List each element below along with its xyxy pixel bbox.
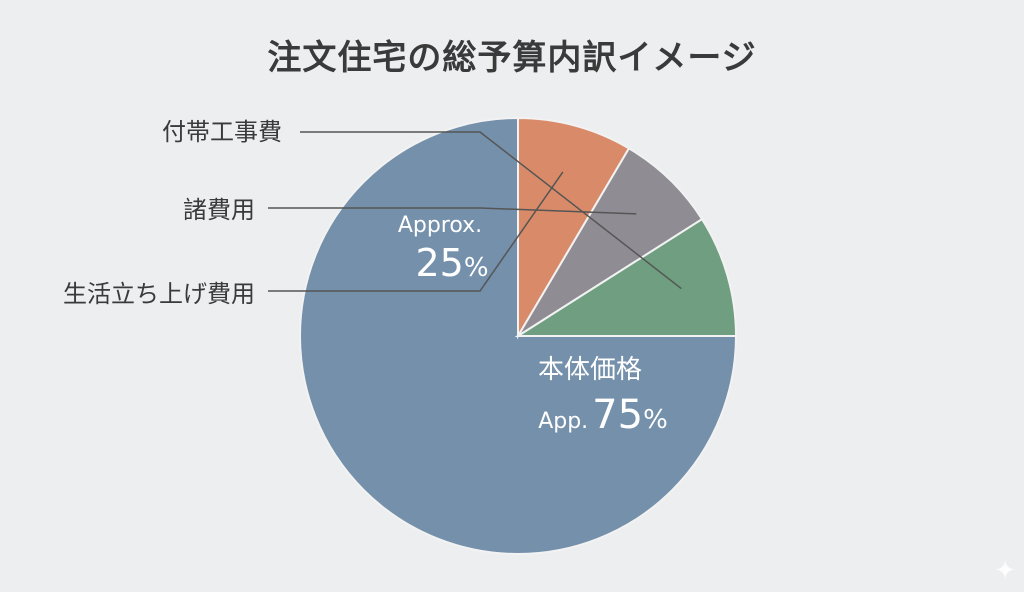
group-approx-value: 25% [415,241,488,285]
pie-slice-2 [517,146,704,337]
leader-lines [268,131,682,292]
pie-slices [299,116,738,555]
main-unit: % [643,405,668,435]
group-unit: % [464,253,489,283]
label-seikatsu-tachiage: 生活立ち上げ費用 [63,280,255,308]
leader-line-2 [268,207,637,215]
pie-slice-3 [514,217,738,337]
main-prefix: App. [538,409,588,434]
main-slice-value: App. 75% [538,392,668,438]
group-approx-prefix: Approx. [398,213,482,238]
label-futai-koujihi: 付帯工事費 [162,118,282,146]
chart-title: 注文住宅の総予算内訳イメージ [267,38,757,78]
leader-line-1 [268,171,564,292]
pie-slice-1 [517,116,631,340]
main-value: 75 [592,392,643,438]
sparkle-icon: ✦ [994,556,1016,586]
label-shohiyou: 諸費用 [183,196,255,224]
group-value: 25 [415,241,463,285]
main-slice-label: 本体価格 [538,355,642,385]
leader-line-3 [300,131,682,290]
